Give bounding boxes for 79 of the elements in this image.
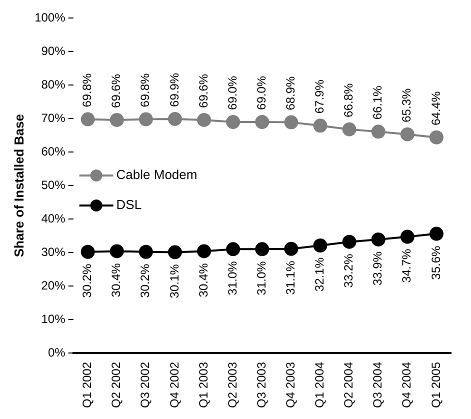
point [110,112,124,127]
y-tick-label: 40% [41,211,66,226]
point [226,242,240,256]
legend-label: DSL [116,197,142,212]
y-tick-label: 50% [41,178,66,192]
data-label: 31.0% [225,260,240,296]
data-label: 65.3% [400,88,414,122]
y-tick-label: 30% [41,244,66,259]
point [80,244,95,259]
x-tick-label: Q1 2004 [312,362,327,408]
data-label: 69.6% [196,74,210,108]
x-tick-label: Q2 2003 [225,362,240,408]
data-label: 69.0% [225,76,240,110]
point [400,230,414,244]
data-label: 31.1% [284,260,298,295]
x-tick-label: Q1 2003 [196,362,210,408]
x-tick-label: Q3 2004 [370,362,385,408]
point [168,245,182,260]
x-tick-label: Q4 2003 [284,362,298,408]
data-label: 30.4% [196,262,210,298]
point [400,127,414,142]
y-tick-label: 20% [41,278,66,292]
data-label: 31.0% [254,260,268,296]
point [168,112,182,126]
point [371,124,386,139]
data-label: 30.4% [109,262,124,298]
data-label: 30.2% [80,264,94,298]
point [342,122,356,136]
data-label: 35.6% [428,245,443,280]
x-tick-label: Q4 2002 [167,362,182,408]
data-label: 66.8% [342,82,356,118]
y-tick-label: 70% [41,110,66,125]
point [429,130,444,144]
legend-label: Cable Modem [116,167,198,182]
y-tick-label: 80% [41,77,66,92]
point [342,234,356,249]
y-tick-label: 60% [41,144,66,158]
point [284,242,298,256]
point [255,242,270,256]
point [371,232,386,246]
point [110,244,124,258]
point [226,114,240,129]
data-label: 33.9% [370,251,385,286]
x-tick-label: Q1 2005 [428,362,443,408]
data-label: 32.1% [312,257,327,292]
x-tick-label: Q1 2002 [80,362,94,408]
data-label: 69.6% [109,74,124,108]
point [80,112,95,126]
data-label: 69.8% [138,72,152,108]
x-tick-label: Q3 2002 [138,362,152,408]
point [197,112,212,127]
point [138,112,153,126]
point [284,115,298,130]
data-label: 69.8% [80,72,94,108]
y-axis-title: Share of Installed Base [11,114,26,258]
x-tick-label: Q4 2004 [400,362,414,408]
data-label: 66.1% [370,85,385,120]
x-tick-label: Q3 2003 [254,362,268,408]
data-label: 67.9% [312,79,327,114]
point [138,244,153,259]
data-label: 64.4% [428,91,443,126]
point [313,238,328,253]
data-label: 33.2% [342,253,356,288]
x-tick-label: Q2 2002 [109,362,124,408]
y-tick-label: 100% [34,10,66,25]
data-label: 30.1% [167,264,182,298]
point [429,226,444,241]
data-label: 34.7% [400,248,414,283]
y-tick-label: 90% [41,44,66,58]
point [255,114,270,129]
data-label: 69.9% [167,72,182,107]
y-tick-label: 0% [48,345,66,360]
data-label: 69.0% [254,76,268,110]
point [313,118,328,133]
y-tick-label: 10% [41,312,66,326]
data-label: 68.9% [284,76,298,110]
data-label: 30.2% [138,264,152,298]
point [197,244,212,258]
x-tick-label: Q2 2004 [342,362,356,408]
